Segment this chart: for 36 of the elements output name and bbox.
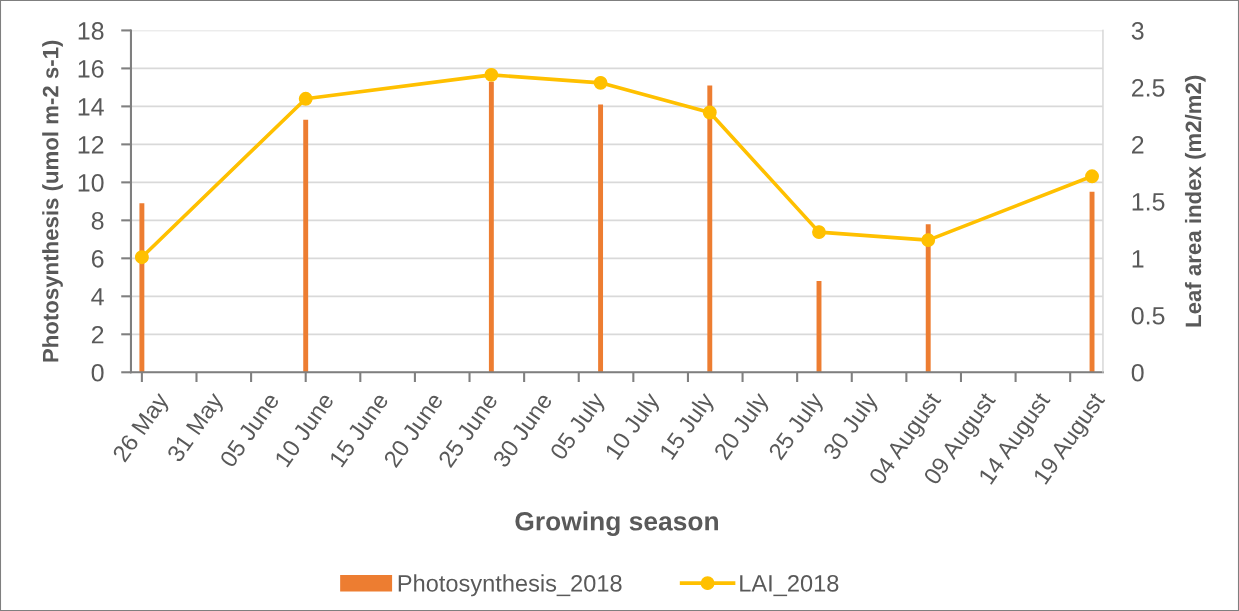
y2-tick-label: 0.5 — [1131, 306, 1165, 325]
y-axis-title: Photosynthesis (umol m-2 s-1) — [42, 40, 63, 362]
point — [1085, 169, 1099, 184]
point — [921, 233, 936, 248]
y-tick-label: 4 — [91, 288, 104, 306]
y-tick-label: 10 — [78, 173, 104, 192]
y-tick-label: 6 — [91, 249, 104, 268]
bar — [303, 119, 309, 373]
y-tick-label: 16 — [78, 60, 104, 78]
bar — [598, 104, 604, 373]
bar — [139, 203, 145, 373]
y2-tick-label: 1.5 — [1132, 193, 1165, 211]
point — [812, 225, 826, 240]
y2-tick-label: 3 — [1131, 22, 1144, 40]
point — [134, 250, 149, 265]
y-tick-label: 0 — [91, 363, 104, 382]
y-tick-label: 2 — [91, 325, 104, 344]
point — [593, 75, 608, 90]
x-axis-title: Growing season — [515, 511, 718, 536]
point — [484, 67, 499, 82]
bar — [488, 81, 494, 373]
y2-tick-label: 1 — [1132, 250, 1144, 268]
bar — [925, 224, 931, 373]
y2-tick-label: 2 — [1131, 135, 1144, 154]
y-tick-label: 18 — [78, 22, 104, 40]
y-tick-label: 14 — [78, 98, 104, 116]
point — [702, 105, 717, 120]
bar — [707, 85, 713, 373]
y-tick-label: 8 — [91, 211, 104, 230]
legend-label: LAI_2018 — [740, 574, 839, 597]
y2-axis-title: Leaf area index (m2/m2) — [1184, 75, 1206, 327]
legend-label: Photosynthesis_2018 — [398, 574, 622, 597]
y2-tick-label: 2.5 — [1131, 79, 1165, 97]
point — [298, 91, 313, 106]
y2-tick-label: 0 — [1131, 363, 1144, 382]
y-tick-label: 12 — [78, 135, 104, 154]
